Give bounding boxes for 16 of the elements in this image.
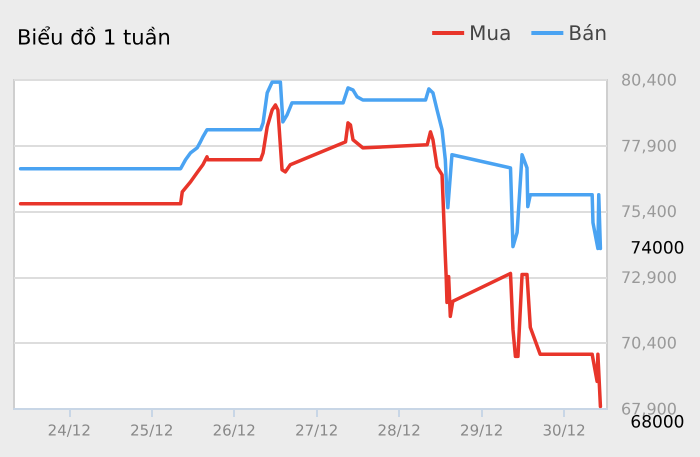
x-tick-label: 28/12 (378, 422, 421, 440)
x-tick-label: 27/12 (295, 422, 338, 440)
legend-label: Mua (469, 21, 512, 45)
y-tick-label: 72,900 (621, 268, 677, 287)
y-tick-label: 80,400 (621, 70, 677, 90)
x-tick-label: 25/12 (130, 422, 174, 440)
y-tick-label: 70,400 (621, 334, 677, 353)
x-tick-label: 29/12 (460, 422, 504, 440)
y-tick-label: 75,400 (621, 202, 677, 222)
x-tick-label: 26/12 (212, 422, 256, 440)
chart-title: Biểu đồ 1 tuần (17, 26, 171, 50)
x-tick-label: 30/12 (542, 422, 586, 440)
x-tick-label: 24/12 (48, 422, 91, 440)
y-tick-label: 77,900 (621, 136, 677, 156)
legend-label: Bán (568, 21, 608, 45)
data-label: 74000 (630, 238, 685, 258)
